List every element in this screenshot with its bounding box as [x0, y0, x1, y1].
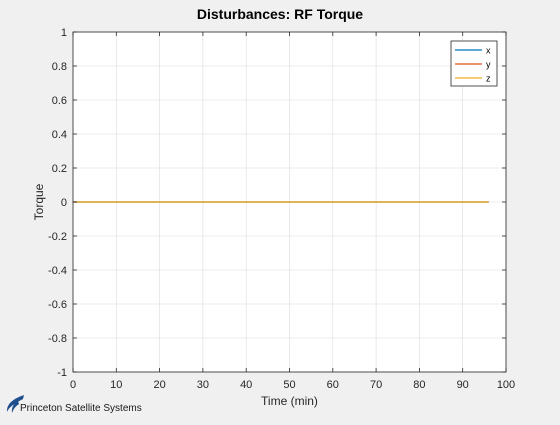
y-tick-label: 0.8: [52, 61, 67, 73]
x-tick-label: 50: [283, 379, 295, 391]
x-tick-label: 40: [240, 379, 252, 391]
x-tick-label: 10: [110, 379, 122, 391]
y-tick-label: -0.2: [48, 231, 67, 243]
y-tick-label: -0.6: [48, 299, 67, 311]
legend-entries: xyz: [455, 46, 491, 84]
chart-title: Disturbances: RF Torque: [197, 6, 363, 22]
x-tick-label: 80: [413, 379, 425, 391]
x-tick-label: 0: [70, 379, 76, 391]
company-logo: [6, 395, 24, 413]
y-tick-label: 0.2: [52, 163, 67, 175]
legend-label-x: x: [486, 46, 491, 56]
tick-marks: [72, 31, 507, 373]
y-tick-label: 1: [61, 27, 67, 39]
x-tick-label: 30: [197, 379, 209, 391]
x-tick-label: 100: [497, 379, 515, 391]
branding: Princeton Satellite Systems: [6, 395, 142, 414]
y-tick-label: 0: [61, 197, 67, 209]
legend[interactable]: xyz: [450, 40, 498, 87]
x-tick-label: 20: [153, 379, 165, 391]
y-tick-labels: -1 -0.8 -0.6 -0.4 -0.2 0 0.2 0.4 0.6 0.8 1: [48, 27, 67, 379]
x-tick-label: 60: [327, 379, 339, 391]
y-axis-label: Torque: [32, 183, 46, 220]
x-tick-label: 70: [370, 379, 382, 391]
y-tick-label: 0.6: [52, 95, 67, 107]
logo-arc-inner: [11, 401, 19, 413]
y-tick-label: -0.8: [48, 333, 67, 345]
branding-text: Princeton Satellite Systems: [20, 403, 142, 414]
y-tick-label: -0.4: [48, 265, 67, 277]
y-tick-label: 0.4: [52, 129, 67, 141]
legend-label-y: y: [486, 60, 491, 70]
x-axis-label: Time (min): [261, 394, 318, 408]
x-tick-labels: 0 10 20 30 40 50 60 70 80 90 100: [70, 379, 515, 391]
y-tick-label: -1: [57, 367, 67, 379]
logo-arc-outer: [6, 395, 24, 412]
x-tick-label: 90: [457, 379, 469, 391]
legend-label-z: z: [486, 74, 491, 84]
